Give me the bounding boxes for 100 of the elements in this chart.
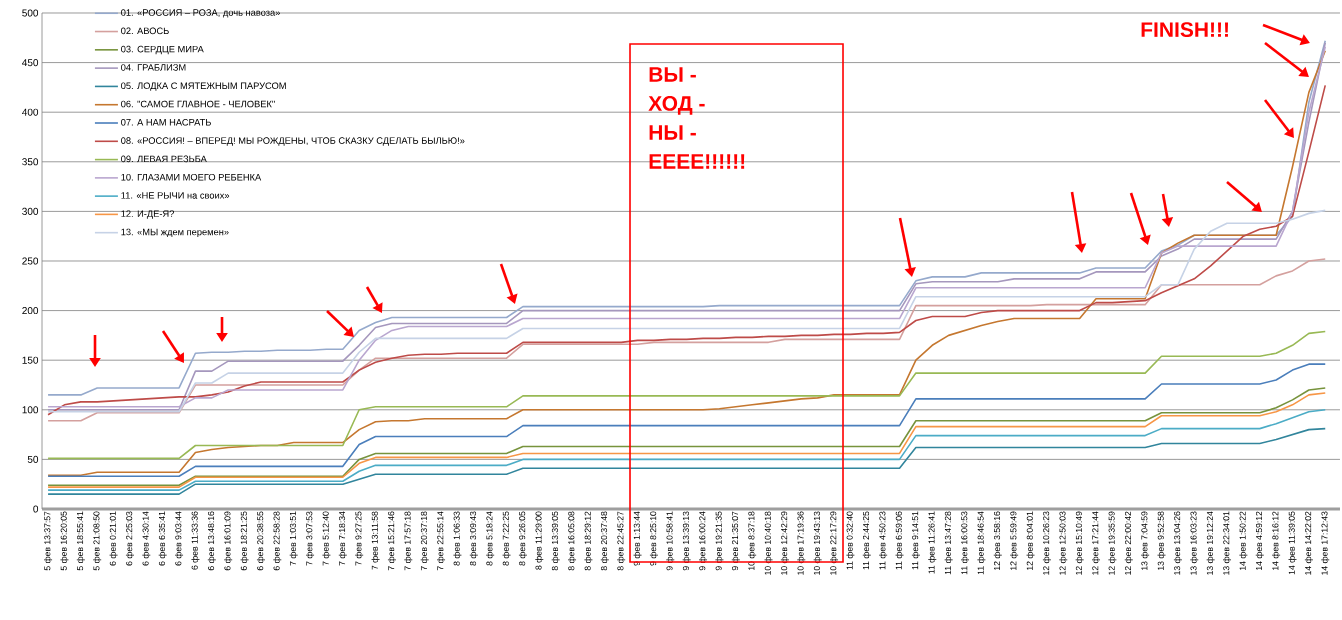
x-tick-label: 6 фев 11:33:36	[191, 511, 200, 570]
x-tick-label: 12 фев 8:04:01	[1026, 511, 1035, 570]
x-tick-label: 12 фев 3:58:16	[993, 511, 1002, 570]
legend-label: 09. ЛЕВАЯ РЕЗЬБА	[121, 155, 207, 163]
x-tick-label: 10 фев 17:19:36	[797, 511, 806, 575]
x-tick-label: 8 фев 3:09:43	[469, 511, 478, 566]
legend-label: 13. «МЫ ждем перемен»	[121, 228, 229, 238]
x-tick-label: 12 фев 15:10:49	[1075, 511, 1084, 575]
x-tick-label: 14 фев 14:22:02	[1304, 511, 1313, 575]
x-tick-label: 9 фев 16:00:24	[699, 511, 708, 571]
x-tick-label: 9 фев 1:13:44	[633, 511, 642, 566]
x-tick-label: 7 фев 17:57:18	[404, 511, 413, 571]
x-tick-label: 6 фев 4:30:14	[142, 511, 151, 566]
x-tick-label: 12 фев 10:26:23	[1042, 511, 1051, 575]
x-tick-label: 5 фев 21:08:50	[93, 511, 102, 571]
x-tick-label: 8 фев 18:29:12	[584, 511, 593, 571]
x-tick-label: 12 фев 19:35:59	[1108, 511, 1117, 575]
annotation: FINISH!!!	[1141, 22, 1229, 38]
y-tick-label: 300	[22, 207, 39, 215]
x-tick-label: 5 фев 16:20:05	[60, 511, 69, 571]
x-tick-label: 6 фев 18:21:25	[240, 511, 249, 571]
x-tick-label: 6 фев 2:25:03	[125, 511, 134, 566]
x-tick-label: 10 фев 19:43:13	[813, 511, 822, 575]
y-tick-label: 150	[22, 356, 39, 364]
y-tick-label: 250	[22, 257, 39, 265]
x-tick-label: 8 фев 13:39:05	[551, 511, 560, 571]
x-tick-label: 7 фев 9:27:25	[355, 511, 364, 566]
x-tick-label: 11 фев 11:26:41	[928, 511, 937, 574]
x-tick-label: 12 фев 17:21:44	[1092, 511, 1101, 575]
x-tick-label: 12 фев 5:59:49	[1010, 511, 1019, 570]
x-tick-label: 6 фев 0:21:01	[109, 511, 118, 566]
legend-label: 02. АВОСЬ	[121, 27, 169, 35]
x-tick-label: 7 фев 7:18:34	[338, 511, 347, 566]
legend-label: 03. СЕРДЦЕ МИРА	[121, 45, 204, 55]
x-tick-label: 11 фев 9:14:51	[911, 511, 920, 570]
x-tick-label: 11 фев 18:46:54	[977, 511, 986, 575]
x-tick-label: 14 фев 11:39:05	[1288, 511, 1297, 575]
x-tick-label: 12 фев 12:50:03	[1059, 511, 1068, 575]
x-tick-label: 10 фев 22:17:29	[830, 511, 839, 575]
x-tick-label: 8 фев 11:29:00	[535, 511, 544, 570]
y-tick-label: 350	[22, 158, 39, 166]
x-tick-label: 13 фев 9:52:58	[1157, 511, 1166, 570]
x-tick-label: 9 фев 19:21:35	[715, 511, 724, 571]
x-tick-label: 7 фев 3:07:53	[306, 511, 315, 566]
annotation: ВЫ - ХОД - НЫ - ЕЕЕЕ!!!!!!	[648, 67, 745, 169]
y-tick-label: 50	[27, 455, 39, 463]
x-tick-label: 9 фев 13:39:13	[682, 511, 691, 571]
x-tick-label: 13 фев 13:04:26	[1173, 511, 1182, 575]
x-tick-label: 8 фев 7:22:25	[502, 511, 511, 566]
legend-label: 04. ГРАБЛИЗМ	[121, 64, 186, 71]
legend-label: 05. ЛОДКА С МЯТЕЖНЫМ ПАРУСОМ	[121, 82, 286, 91]
legend-label: 07. А НАМ НАСРАТЬ	[121, 119, 211, 126]
y-tick-label: 0	[33, 505, 39, 513]
y-tick-label: 200	[22, 307, 39, 315]
x-tick-label: 11 фев 4:50:23	[879, 511, 888, 570]
x-tick-label: 14 фев 8:16:12	[1272, 511, 1281, 570]
x-tick-label: 8 фев 9:26:05	[518, 511, 527, 566]
x-tick-label: 14 фев 17:12:43	[1321, 511, 1330, 575]
x-tick-label: 7 фев 22:55:14	[437, 511, 446, 571]
x-tick-label: 14 фев 4:59:12	[1255, 511, 1264, 570]
x-tick-label: 13 фев 16:03:23	[1190, 511, 1199, 575]
x-tick-label: 11 фев 0:32:40	[846, 511, 855, 570]
x-tick-label: 10 фев 12:42:29	[780, 511, 789, 575]
x-tick-label: 5 фев 18:55:41	[76, 511, 85, 571]
x-tick-label: 7 фев 20:37:18	[420, 511, 429, 571]
x-tick-label: 6 фев 22:58:28	[273, 511, 282, 571]
legend-label: 10. ГЛАЗАМИ МОЕГО РЕБЕНКА	[121, 173, 262, 181]
x-tick-label: 10 фев 10:40:18	[764, 511, 773, 575]
y-tick-label: 450	[22, 59, 39, 67]
x-tick-label: 7 фев 13:11:58	[371, 511, 380, 570]
x-tick-label: 5 фев 13:37:57	[44, 511, 53, 571]
x-tick-label: 8 фев 16:05:08	[568, 511, 577, 571]
x-tick-label: 12 фев 22:00:42	[1124, 511, 1133, 575]
x-tick-label: 14 фев 1:50:22	[1239, 511, 1248, 570]
x-tick-label: 7 фев 15:21:46	[387, 511, 396, 571]
x-tick-label: 8 фев 20:37:48	[600, 511, 609, 571]
x-tick-label: 10 фев 8:37:18	[748, 511, 757, 570]
x-tick-label: 6 фев 20:38:55	[256, 511, 265, 571]
x-tick-label: 11 фев 13:47:28	[944, 511, 953, 575]
legend-label: 06. "САМОЕ ГЛАВНОЕ - ЧЕЛОВЕК"	[121, 100, 275, 108]
x-tick-label: 7 фев 1:03:51	[289, 511, 298, 566]
x-tick-label: 11 фев 6:59:06	[895, 511, 904, 570]
x-tick-label: 11 фев 2:44:25	[862, 511, 871, 570]
x-tick-label: 13 фев 19:12:24	[1206, 511, 1215, 575]
x-tick-label: 7 фев 5:12:40	[322, 511, 331, 566]
legend-label: 01. «РОССИЯ – РОЗА, дочь навоза»	[121, 9, 280, 18]
x-tick-label: 13 фев 7:04:59	[1141, 511, 1150, 570]
x-tick-label: 11 фев 16:00:53	[961, 511, 970, 575]
x-tick-label: 6 фев 9:03:44	[175, 511, 184, 566]
x-tick-label: 9 фев 8:25:10	[649, 511, 658, 566]
x-tick-label: 6 фев 16:01:09	[224, 511, 233, 571]
legend-label: 11. «НЕ РЫЧИ на своих»	[121, 192, 230, 199]
y-tick-label: 500	[22, 9, 39, 17]
legend-label: 08. «РОССИЯ! – ВПЕРЕД! МЫ РОЖДЕНЫ, ЧТОБ СКАЗКУ СДЕЛАТЬ БЫЛЬЮ!»	[121, 137, 465, 146]
x-tick-label: 13 фев 22:34:01	[1223, 511, 1232, 575]
x-tick-label: 9 фев 10:58:41	[666, 511, 675, 571]
x-tick-label: 8 фев 22:45:27	[617, 511, 626, 571]
y-tick-label: 400	[22, 108, 39, 116]
x-tick-label: 9 фев 21:35:07	[731, 511, 740, 571]
x-tick-label: 6 фев 6:35:41	[158, 511, 167, 566]
